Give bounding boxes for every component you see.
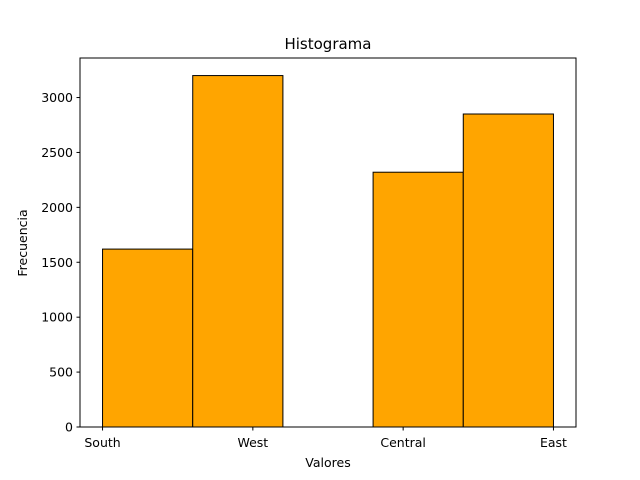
- bars-group: [102, 75, 554, 428]
- y-tick-label-3: 1500: [41, 255, 73, 270]
- y-tick-label-1: 500: [49, 365, 73, 380]
- x-tick-label-0: South: [84, 435, 120, 450]
- y-axis: 0 500 1000 1500 2000 2500 3000: [41, 90, 80, 435]
- y-tick-label-6: 3000: [41, 90, 73, 105]
- y-tick-label-2: 1000: [41, 310, 73, 325]
- histogram-bar-0: [102, 248, 194, 428]
- chart-title: Histograma: [284, 35, 371, 53]
- y-tick-label-5: 2500: [41, 145, 73, 160]
- x-tick-label-3: East: [540, 435, 567, 450]
- x-tick-label-2: Central: [380, 435, 426, 450]
- x-axis-label: Valores: [305, 455, 350, 470]
- histogram-bar-3: [372, 171, 464, 428]
- histogram-bar-4: [462, 113, 554, 428]
- plot-frame: [79, 57, 577, 428]
- y-tick-label-4: 2000: [41, 200, 73, 215]
- x-tick-label-1: West: [237, 435, 268, 450]
- x-axis: South West Central East: [84, 427, 567, 450]
- histogram-bar-1: [192, 75, 284, 428]
- y-axis-label: Frecuencia: [15, 209, 30, 276]
- y-tick-label-0: 0: [65, 420, 73, 435]
